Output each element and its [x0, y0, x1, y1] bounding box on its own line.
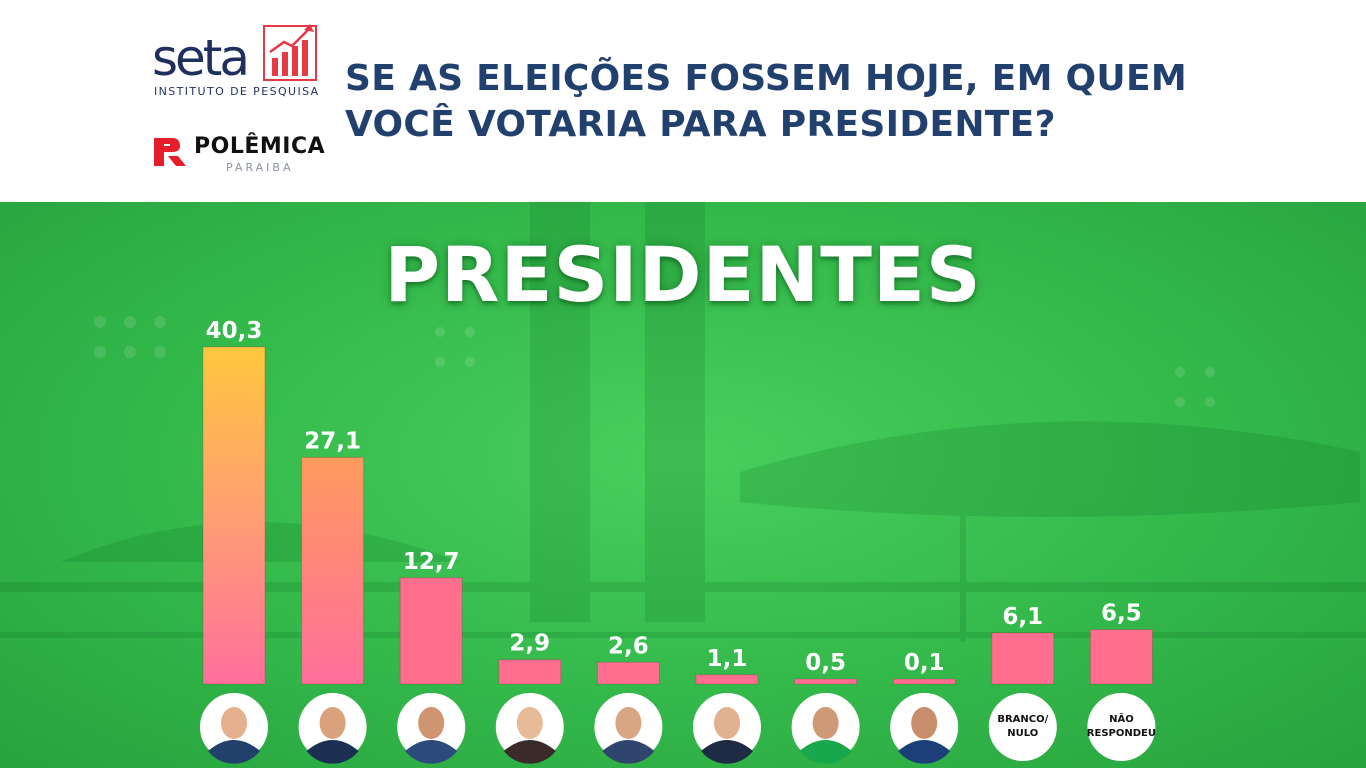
- page-title-line-1: SE AS ELEIÇÕES FOSSEM HOJE, EM QUEM: [345, 58, 1187, 99]
- avatar-label: NULO: [1007, 728, 1038, 739]
- bar-value-label: 6,1: [1002, 604, 1043, 630]
- seta-logo-tagline: INSTITUTO DE PESQUISA: [154, 85, 320, 98]
- avatar-label: BRANCO/: [997, 714, 1048, 725]
- polemica-logo: POLÊMICA PARAIBA: [152, 128, 326, 178]
- avatar-face: [812, 707, 839, 739]
- avatar-face: [418, 707, 445, 739]
- bar-4: [498, 659, 562, 685]
- bar-value-label: 2,6: [608, 633, 649, 659]
- avatar-shirt: [799, 740, 852, 764]
- avatar-shirt: [898, 740, 951, 764]
- avatar-5: [594, 693, 663, 764]
- seta-logo: seta INSTITUTO DE PESQUISA: [152, 22, 320, 102]
- avatar-1: [200, 693, 268, 764]
- avatar-shirt: [306, 740, 359, 764]
- bar-value-label: 40,3: [206, 318, 263, 344]
- avatar-shirt: [503, 740, 556, 764]
- avatar-shirt: [405, 740, 458, 764]
- avatar-10: NÃO RESPONDEU: [1087, 693, 1156, 761]
- polemica-logo-name: POLÊMICA: [194, 134, 326, 159]
- polemica-mark-icon: [154, 138, 186, 166]
- avatar-shirt: [701, 740, 753, 764]
- bar-value-label: 0,1: [904, 650, 945, 676]
- bar-6: [695, 674, 759, 685]
- avatar-3: [397, 693, 466, 764]
- avatar-8: [890, 693, 959, 764]
- bar-5: [596, 661, 660, 685]
- bar-2: [301, 456, 365, 685]
- page-title: SE AS ELEIÇÕES FOSSEM HOJE, EM QUEM VOCÊ…: [345, 56, 1225, 148]
- bar-value-label: 12,7: [403, 549, 460, 575]
- seta-logo-name: seta: [152, 29, 250, 87]
- bar-value-label: 0,5: [805, 650, 846, 676]
- header: seta INSTITUTO DE PESQUISA POLÊMICA PARA…: [0, 0, 1366, 202]
- avatar-shirt: [602, 740, 655, 764]
- avatar-face: [911, 707, 938, 739]
- avatar-face: [319, 707, 346, 739]
- congress-background: [0, 202, 1366, 642]
- avatar-label: NÃO: [1109, 712, 1134, 725]
- bar-value-label: 6,5: [1101, 601, 1142, 627]
- bar-value-label: 2,9: [509, 631, 550, 657]
- bar-chart-icon: [263, 24, 317, 81]
- bar-10: [1089, 629, 1153, 685]
- bar-value-label: 1,1: [707, 646, 748, 672]
- bar-1: [202, 346, 266, 685]
- bar-7: [794, 678, 858, 685]
- avatar-6: [693, 693, 761, 764]
- avatar-2: [298, 693, 367, 764]
- avatar-face: [516, 707, 543, 739]
- bar-9: [991, 632, 1055, 685]
- avatar-7: [791, 693, 860, 764]
- bar-value-label: 27,1: [304, 428, 361, 454]
- avatar-shirt: [208, 740, 260, 764]
- polemica-logo-tagline: PARAIBA: [226, 161, 294, 174]
- avatar-label: RESPONDEU: [1087, 728, 1156, 739]
- avatar-4: [495, 693, 564, 764]
- page-title-line-2: VOCÊ VOTARIA PARA PRESIDENTE?: [345, 104, 1056, 145]
- avatar-9: BRANCO/NULO: [988, 693, 1057, 761]
- avatar-face: [615, 707, 642, 739]
- avatar-face: [221, 707, 247, 739]
- bar-8: [892, 678, 956, 685]
- bar-3: [399, 577, 463, 685]
- chart-headline: PRESIDENTES: [384, 230, 982, 319]
- avatar-face: [714, 707, 740, 739]
